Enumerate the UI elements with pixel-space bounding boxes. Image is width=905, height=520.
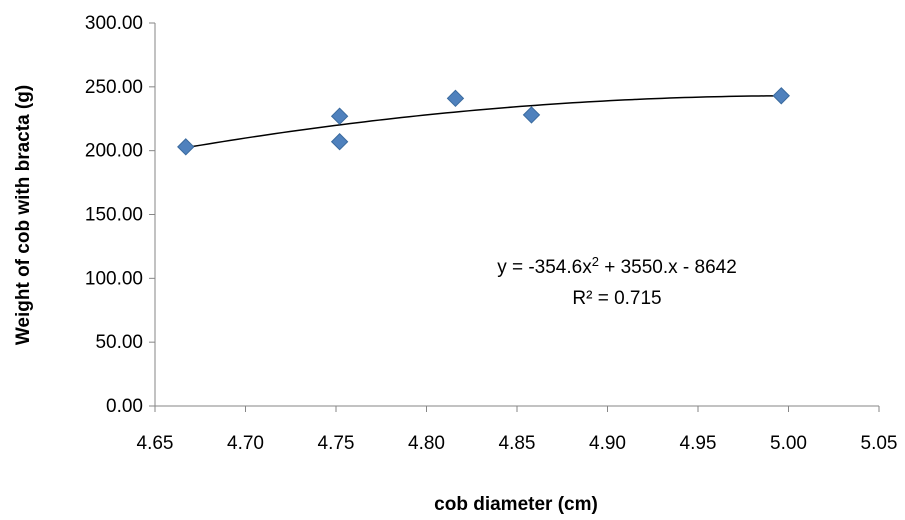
y-tick-label: 50.00 — [95, 332, 143, 353]
y-tick-label: 0.00 — [106, 396, 143, 417]
axes — [154, 23, 879, 407]
y-tick-label: 300.00 — [85, 13, 143, 34]
x-tick-label: 4.70 — [227, 433, 264, 454]
x-axis-ticks: 4.65 4.70 4.75 4.80 4.85 4.90 4.95 5.00 5.05 — [137, 406, 898, 454]
x-tick-label: 4.75 — [318, 433, 355, 454]
x-tick-label: 4.90 — [589, 433, 626, 454]
x-axis-title: cob diameter (cm) — [434, 494, 598, 515]
y-tick-label: 200.00 — [85, 141, 143, 162]
y-axis-ticks: 0.00 50.00 100.00 150.00 200.00 250.00 300.00 — [85, 13, 155, 417]
y-axis-title: Weight of cob with bracta (g) — [13, 85, 34, 345]
x-tick-label: 4.95 — [680, 433, 717, 454]
data-point — [522, 106, 541, 124]
trendline-r-squared: R² = 0.715 — [572, 288, 661, 309]
trendline-equation: y = -354.6x2 + 3550.x - 8642 — [497, 254, 737, 278]
data-points — [177, 87, 790, 156]
x-tick-label: 4.65 — [137, 433, 174, 454]
data-point — [177, 138, 195, 156]
data-point — [772, 87, 790, 105]
x-tick-label: 5.00 — [770, 433, 807, 454]
y-tick-label: 250.00 — [85, 77, 143, 98]
trendline — [185, 95, 782, 149]
y-tick-label: 100.00 — [85, 268, 143, 289]
y-tick-label: 150.00 — [85, 205, 143, 226]
data-point — [330, 107, 349, 125]
data-point — [446, 89, 465, 108]
x-tick-label: 4.85 — [499, 433, 536, 454]
x-tick-label: 5.05 — [861, 433, 898, 454]
data-point — [330, 133, 349, 151]
x-tick-label: 4.80 — [408, 433, 445, 454]
